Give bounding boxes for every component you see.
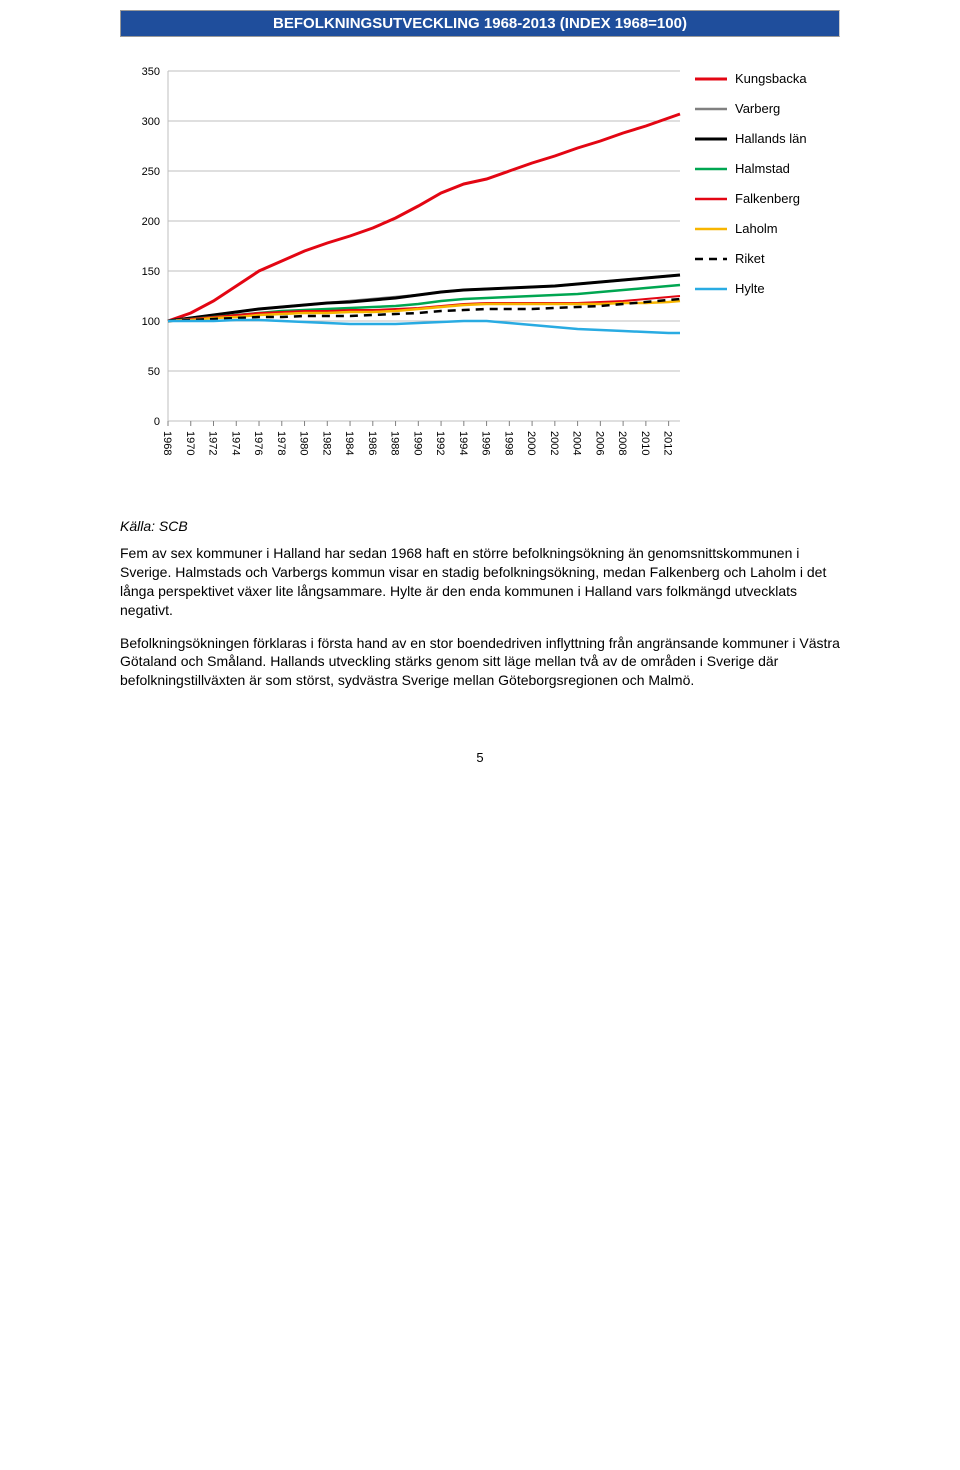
x-tick-label: 1988 [389, 431, 401, 455]
x-tick-label: 1970 [184, 431, 196, 455]
legend-label: Kungsbacka [735, 71, 807, 86]
svg-text:1976: 1976 [252, 431, 264, 455]
svg-text:1988: 1988 [389, 431, 401, 455]
svg-text:2012: 2012 [662, 431, 674, 455]
svg-text:1990: 1990 [411, 431, 423, 455]
chart-container: 0 50 100 150 200 250 300 350 1968 1970 1972 1974 197… [120, 61, 840, 486]
svg-text:1986: 1986 [366, 431, 378, 455]
legend-label: Hallands län [735, 131, 807, 146]
svg-text:1974: 1974 [229, 431, 241, 455]
y-tick-label: 350 [142, 66, 160, 78]
line-chart: 0 50 100 150 200 250 300 350 1968 1970 1972 1974 197… [120, 61, 840, 481]
legend-label: Halmstad [735, 161, 790, 176]
svg-text:2000: 2000 [525, 431, 537, 455]
svg-text:1970: 1970 [184, 431, 196, 455]
x-tick-label: 1968 [161, 431, 173, 455]
svg-text:2006: 2006 [593, 431, 605, 455]
y-tick-label: 50 [148, 366, 160, 378]
y-tick-label: 200 [142, 216, 160, 228]
chart-title-bar: BEFOLKNINGSUTVECKLING 1968-2013 (INDEX 1… [120, 10, 840, 37]
legend-label: Riket [735, 251, 765, 266]
x-tick-label: 1980 [298, 431, 310, 455]
svg-text:1980: 1980 [298, 431, 310, 455]
legend-label: Hylte [735, 281, 765, 296]
svg-text:1968: 1968 [161, 431, 173, 455]
series-line [168, 114, 680, 321]
x-tick-label: 2012 [662, 431, 674, 455]
x-tick-label: 1974 [229, 431, 241, 455]
svg-text:1982: 1982 [320, 431, 332, 455]
svg-text:2002: 2002 [548, 431, 560, 455]
svg-text:1996: 1996 [480, 431, 492, 455]
source-label: Källa: SCB [120, 518, 840, 534]
x-tick-label: 2008 [616, 431, 628, 455]
x-tick-label: 1998 [502, 431, 514, 455]
series-line [168, 320, 680, 333]
svg-text:1984: 1984 [343, 431, 355, 455]
x-tick-label: 1986 [366, 431, 378, 455]
page: BEFOLKNINGSUTVECKLING 1968-2013 (INDEX 1… [0, 0, 960, 795]
x-tick-label: 1972 [207, 431, 219, 455]
x-tick-label: 1978 [275, 431, 287, 455]
svg-text:1994: 1994 [457, 431, 469, 455]
x-tick-label: 1996 [480, 431, 492, 455]
chart-title: BEFOLKNINGSUTVECKLING 1968-2013 (INDEX 1… [273, 15, 687, 32]
y-tick-label: 250 [142, 166, 160, 178]
svg-text:1978: 1978 [275, 431, 287, 455]
y-tick-label: 0 [154, 416, 160, 428]
y-tick-label: 100 [142, 316, 160, 328]
x-tick-label: 1990 [411, 431, 423, 455]
x-tick-label: 1984 [343, 431, 355, 455]
svg-text:1998: 1998 [502, 431, 514, 455]
svg-text:1972: 1972 [207, 431, 219, 455]
y-tick-label: 150 [142, 266, 160, 278]
svg-text:1992: 1992 [434, 431, 446, 455]
x-tick-label: 1982 [320, 431, 332, 455]
x-tick-label: 2002 [548, 431, 560, 455]
y-tick-label: 300 [142, 116, 160, 128]
page-number: 5 [120, 750, 840, 765]
x-tick-label: 2000 [525, 431, 537, 455]
body-paragraph-2: Befolkningsökningen förklaras i första h… [120, 634, 840, 691]
x-tick-label: 1994 [457, 431, 469, 455]
x-tick-label: 2004 [571, 431, 583, 455]
svg-text:2004: 2004 [571, 431, 583, 455]
legend-label: Varberg [735, 101, 780, 116]
x-tick-label: 2010 [639, 431, 651, 455]
x-tick-label: 2006 [593, 431, 605, 455]
legend-label: Falkenberg [735, 191, 800, 206]
x-tick-label: 1992 [434, 431, 446, 455]
svg-text:2010: 2010 [639, 431, 651, 455]
x-tick-label: 1976 [252, 431, 264, 455]
legend-label: Laholm [735, 221, 778, 236]
svg-text:2008: 2008 [616, 431, 628, 455]
body-paragraph-1: Fem av sex kommuner i Halland har sedan … [120, 544, 840, 620]
